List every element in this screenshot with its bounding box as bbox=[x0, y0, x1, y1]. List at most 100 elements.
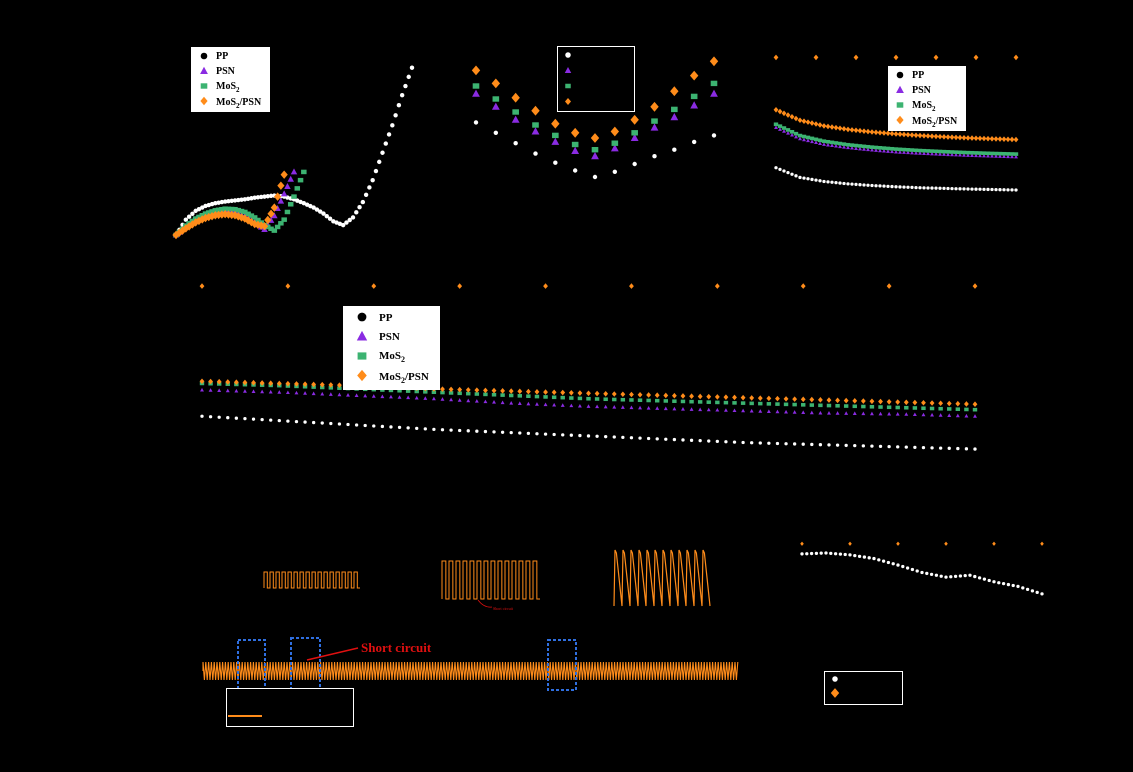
chart4-psn-point bbox=[354, 393, 359, 397]
chart6-pp-point bbox=[1035, 590, 1039, 595]
chart3-psn-point bbox=[802, 137, 806, 142]
chart3-mos2psn-point bbox=[1005, 136, 1011, 143]
chart3-mos2-point bbox=[937, 149, 943, 154]
chart1-pp-point bbox=[242, 197, 248, 202]
chart4-pp-point bbox=[750, 441, 754, 445]
short-circuit-annotation: Short circuit bbox=[361, 640, 432, 655]
chart4-pp-point bbox=[569, 433, 573, 437]
chart1-pp-point bbox=[367, 185, 372, 190]
chart4-pp-point bbox=[234, 416, 239, 420]
chart4-mos2psn-point bbox=[199, 378, 205, 385]
chart1-pp-point bbox=[308, 203, 313, 209]
chart4-mos2psn-point bbox=[319, 381, 325, 388]
short-circuit-small-arrow bbox=[477, 599, 493, 608]
legend-c-pp-marker bbox=[896, 71, 904, 79]
chart3-mos2psn-point bbox=[777, 108, 783, 115]
chart4-mos2-point bbox=[629, 398, 634, 402]
chart4-psn-point bbox=[689, 407, 694, 411]
chart1-mos2-point bbox=[232, 206, 238, 212]
legend-b-pp-marker bbox=[565, 52, 571, 58]
chart4-psn-point bbox=[766, 409, 771, 414]
chart6-pp-point bbox=[977, 576, 982, 580]
chart4-mos2psn-point bbox=[448, 386, 454, 393]
chart6-pp-point bbox=[987, 578, 991, 583]
chart4-mos2psn-point bbox=[766, 395, 772, 402]
chart3-psn-point bbox=[978, 153, 982, 158]
chart3-pp-point bbox=[906, 185, 910, 189]
chart1-pp-point bbox=[265, 194, 270, 199]
chart4-pp-point bbox=[208, 415, 213, 419]
legend-b-psn-marker bbox=[564, 67, 572, 73]
chart5-inset1-trace bbox=[263, 571, 360, 589]
chart2-psn-point bbox=[511, 115, 520, 123]
chart3-pp-point bbox=[850, 182, 854, 186]
chart4-pp-point bbox=[724, 440, 728, 444]
chart2-psn-point bbox=[690, 101, 699, 109]
chart3-mos2psn_ce-point bbox=[853, 54, 859, 61]
chart4-mos2-point bbox=[423, 390, 428, 394]
chart4-mos2-point bbox=[526, 394, 531, 398]
chart4-pp-point bbox=[646, 436, 651, 441]
chart1-mos2-point bbox=[291, 194, 297, 199]
chart4-pp-point bbox=[312, 420, 316, 425]
chart6-pp-point bbox=[891, 562, 895, 566]
chart4-pp-point bbox=[337, 422, 342, 426]
chart3-psn-point bbox=[986, 153, 990, 158]
chart4-mos2-point bbox=[672, 399, 677, 403]
chart3-mos2psn-point bbox=[829, 124, 835, 130]
chart1-pp-point bbox=[344, 220, 349, 225]
chart1-pp-point bbox=[186, 214, 192, 219]
chart4-psn-point bbox=[835, 411, 840, 415]
chart4-mos2psn-point bbox=[208, 378, 213, 385]
chart4-psn-point bbox=[543, 402, 548, 407]
chart4-mos2psn-point bbox=[603, 390, 609, 397]
chart4-mos2psn-point bbox=[465, 387, 471, 393]
chart4-mos2psn-point bbox=[886, 398, 892, 405]
legend-c-pp-label: PP bbox=[912, 70, 924, 81]
chart6-pp-point bbox=[982, 577, 987, 581]
chart4-mos2psn-point bbox=[663, 392, 669, 399]
chart3-psn-point bbox=[810, 139, 814, 144]
chart3-mos2psn-point bbox=[845, 126, 851, 133]
chart3-pp-point bbox=[782, 169, 786, 173]
chart2-mos2-point bbox=[552, 132, 559, 139]
chart4-mos2psn-point bbox=[723, 394, 729, 400]
chart1-mos2psn-point bbox=[251, 219, 259, 229]
chart4-pp-point bbox=[346, 422, 350, 427]
chart1-mos2-point bbox=[287, 202, 294, 207]
chart4-mos2psn-point bbox=[783, 396, 789, 402]
chart3-pp-point bbox=[978, 187, 982, 191]
chart4-psn-point bbox=[208, 388, 213, 392]
chart4-pp-point bbox=[595, 434, 599, 438]
chart4-mos2-point bbox=[895, 405, 900, 410]
chart1-pp-point bbox=[213, 200, 218, 206]
chart4-mos2-point bbox=[543, 395, 548, 399]
chart3-mos2psn-point bbox=[793, 115, 799, 122]
chart2-mos2psn-point bbox=[689, 70, 699, 81]
chart3-psn-point bbox=[982, 153, 986, 158]
chart3-mos2psn-point bbox=[977, 135, 983, 142]
chart4-pp-point bbox=[226, 416, 230, 420]
chart3-mos2-point bbox=[853, 143, 859, 148]
chart3-mos2-point bbox=[789, 129, 795, 134]
chart3-psn-point bbox=[814, 140, 818, 145]
chart4-psn-point bbox=[878, 411, 883, 416]
chart6-pp-point bbox=[949, 575, 953, 579]
chart3-mos2psn-point bbox=[825, 123, 831, 130]
chart1-mos2psn-point bbox=[260, 222, 269, 231]
legend-f-markers bbox=[830, 676, 840, 698]
chart2-psn-point bbox=[650, 123, 659, 131]
chart4-mos2psn-point bbox=[268, 380, 274, 386]
chart3-pp-point bbox=[938, 186, 942, 190]
chart4-pp-point bbox=[586, 434, 591, 438]
chart4-pp-point bbox=[689, 438, 694, 442]
chart4-psn-point bbox=[809, 410, 814, 415]
chart4-psn-point bbox=[818, 410, 823, 415]
chart4-mos2-point bbox=[431, 390, 437, 394]
chart4-pp-point bbox=[707, 439, 711, 443]
legend-d-mos2-marker bbox=[357, 352, 367, 360]
chart4-psn-point bbox=[320, 391, 325, 396]
chart4-pp-point bbox=[243, 417, 247, 421]
chart3-mos2-point bbox=[865, 144, 871, 149]
